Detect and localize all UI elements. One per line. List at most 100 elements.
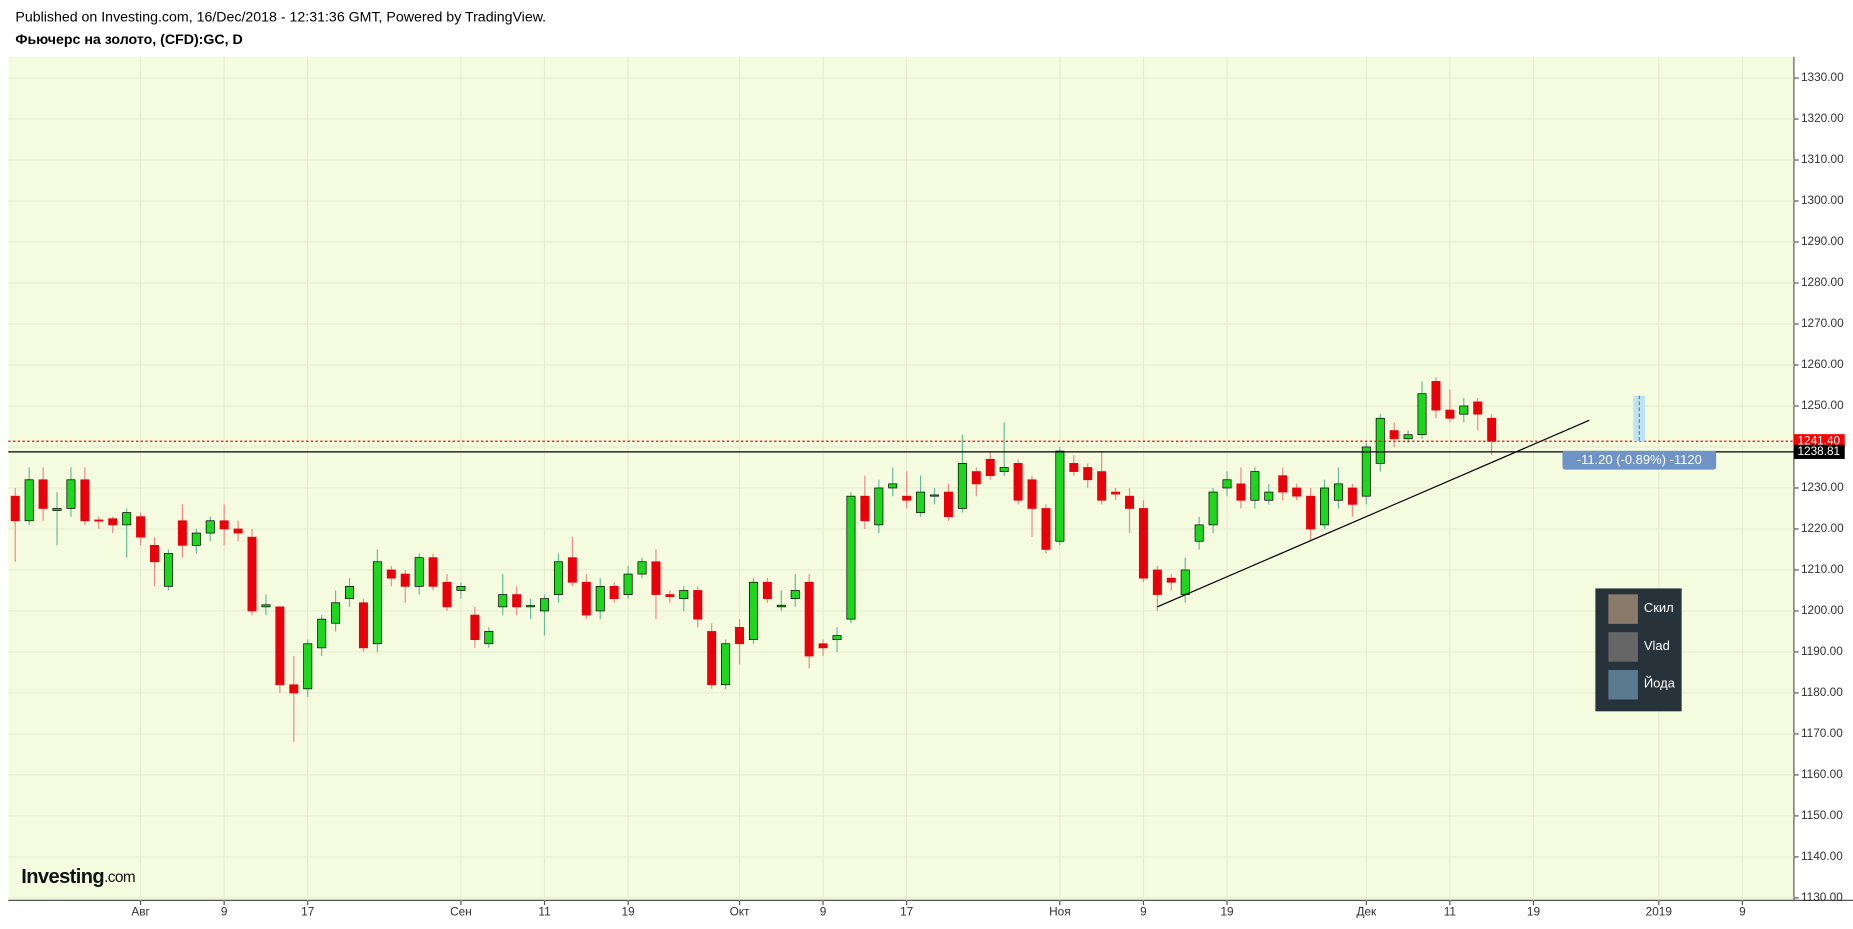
logo-brand: Investing xyxy=(21,866,104,888)
candle-body xyxy=(1445,409,1455,419)
candle-body xyxy=(693,590,703,620)
candle-body xyxy=(1333,483,1343,501)
candle-body xyxy=(414,557,424,587)
candle-body xyxy=(581,581,591,616)
candle-body xyxy=(400,573,410,587)
candle-body xyxy=(776,604,786,608)
published-note: Published on Investing.com, 16/Dec/2018 … xyxy=(15,9,546,25)
candle-body xyxy=(1278,475,1288,493)
avatar xyxy=(1608,594,1638,624)
y-tick-label: 1320.00 xyxy=(1801,111,1844,125)
x-tick-label: 17 xyxy=(900,904,913,918)
candle-body xyxy=(930,494,940,497)
plot-area xyxy=(8,56,1794,901)
candle-body xyxy=(1361,446,1371,497)
x-tick-label: Окт xyxy=(730,904,750,918)
candle-body xyxy=(874,487,884,526)
candle-body xyxy=(1083,467,1093,481)
candle-body xyxy=(1236,483,1246,501)
y-tick-label: 1280.00 xyxy=(1801,275,1844,289)
measure-label-box xyxy=(1562,450,1717,470)
candle-body xyxy=(358,602,368,649)
y-tick-label: 1170.00 xyxy=(1801,726,1843,740)
x-tick-label: 19 xyxy=(1220,904,1233,918)
chart-title: Фьючерс на золото, (CFD):GC, D xyxy=(15,32,242,48)
x-tick-label: 11 xyxy=(1444,904,1456,918)
candle-body xyxy=(1473,401,1483,415)
candle-body xyxy=(372,561,382,645)
candle-body xyxy=(191,532,201,546)
candle-body xyxy=(1041,508,1051,550)
candle-body xyxy=(24,479,34,522)
candle-body xyxy=(916,491,926,513)
candle-body xyxy=(275,606,285,686)
candle-body xyxy=(1152,569,1162,595)
price-tag-label: 1238.81 xyxy=(1797,444,1840,458)
candle-body xyxy=(247,536,257,612)
candle-body xyxy=(651,561,661,595)
candle-body xyxy=(637,561,647,575)
candle-body xyxy=(567,557,577,583)
x-tick-label: Ноя xyxy=(1049,904,1070,918)
y-tick-label: 1260.00 xyxy=(1801,357,1844,371)
candle-body xyxy=(1111,491,1121,495)
candle-body xyxy=(317,618,327,649)
x-tick-label: Авг xyxy=(131,904,149,918)
candle-body xyxy=(512,594,522,608)
candle-body xyxy=(721,643,731,686)
candle-body xyxy=(122,512,132,526)
candle-body xyxy=(1013,463,1023,501)
candle-body xyxy=(470,614,480,641)
candle-body xyxy=(860,495,870,522)
y-tick-label: 1310.00 xyxy=(1801,152,1844,166)
candle-body xyxy=(1138,508,1148,579)
y-tick-label: 1200.00 xyxy=(1801,603,1844,617)
trend-line xyxy=(1157,419,1590,608)
y-tick-label: 1160.00 xyxy=(1801,767,1843,781)
candle-body xyxy=(177,520,187,546)
x-tick-label: 9 xyxy=(820,904,827,918)
candle-body xyxy=(1264,491,1274,501)
candle-body xyxy=(386,569,396,579)
x-tick-label: 17 xyxy=(301,904,314,918)
price-tag xyxy=(1793,444,1845,459)
candle-body xyxy=(609,586,619,600)
x-tick-label: Дек xyxy=(1356,904,1377,918)
candle-body xyxy=(66,479,76,509)
candle-body xyxy=(1097,471,1107,501)
candle-body xyxy=(1208,491,1218,526)
candle-body xyxy=(233,528,243,534)
candle-body xyxy=(888,483,898,489)
candle-body xyxy=(985,458,995,477)
candle-body xyxy=(762,581,772,600)
candle-body xyxy=(1389,430,1399,440)
candle-body xyxy=(957,463,967,509)
candle-body xyxy=(1487,417,1497,442)
y-tick-label: 1300.00 xyxy=(1801,193,1844,207)
y-tick-label: 1150.00 xyxy=(1801,808,1843,822)
candle-body xyxy=(1180,569,1190,595)
candle-body xyxy=(428,557,438,587)
candle-body xyxy=(971,471,981,485)
candle-body xyxy=(707,631,717,686)
legend-item: Vlad xyxy=(1644,638,1670,653)
avatar xyxy=(1608,669,1638,700)
candle-body xyxy=(595,586,605,612)
measure-range xyxy=(1633,395,1646,442)
candle-body xyxy=(679,590,689,600)
candle-body xyxy=(1222,479,1232,489)
x-tick-label: 19 xyxy=(1527,904,1540,918)
candle-body xyxy=(1069,463,1079,472)
candle-body xyxy=(553,561,563,595)
candle-body xyxy=(150,545,160,563)
candle-body xyxy=(205,520,215,534)
candle-body xyxy=(345,586,355,600)
candle-body xyxy=(1431,381,1441,411)
logo-suffix: .com xyxy=(104,869,135,886)
candle-body xyxy=(52,508,62,511)
candle-body xyxy=(540,598,550,612)
logo: Investing.com xyxy=(21,866,135,888)
candle-body xyxy=(735,626,745,645)
